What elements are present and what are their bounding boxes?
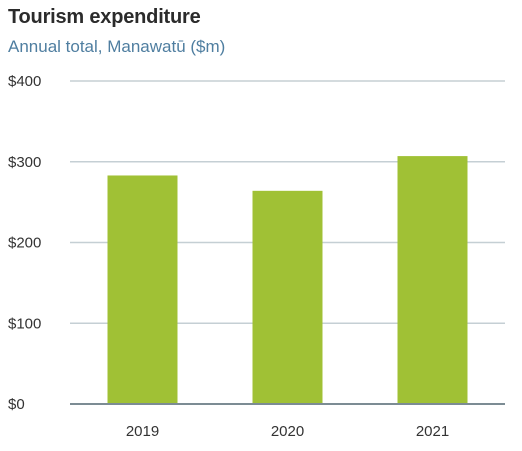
- x-tick-label: 2019: [126, 423, 159, 440]
- bar-2021: [397, 156, 468, 404]
- y-tick-label: $0: [8, 396, 25, 413]
- y-tick-label: $300: [8, 154, 41, 171]
- x-axis-labels: 2019 2020 2021: [126, 423, 449, 440]
- y-tick-label: $100: [8, 315, 41, 332]
- chart-title: Tourism expenditure: [8, 6, 201, 28]
- bar-2019: [107, 175, 178, 404]
- x-tick-label: 2020: [271, 423, 304, 440]
- y-tick-label: $200: [8, 235, 41, 252]
- bar-2020: [252, 190, 323, 404]
- x-tick-label: 2021: [416, 423, 449, 440]
- chart-subtitle: Annual total, Manawatū ($m): [8, 37, 226, 56]
- bars: [107, 156, 468, 404]
- y-tick-label: $400: [8, 73, 41, 90]
- y-axis-labels: $0 $100 $200 $300 $400: [8, 73, 41, 413]
